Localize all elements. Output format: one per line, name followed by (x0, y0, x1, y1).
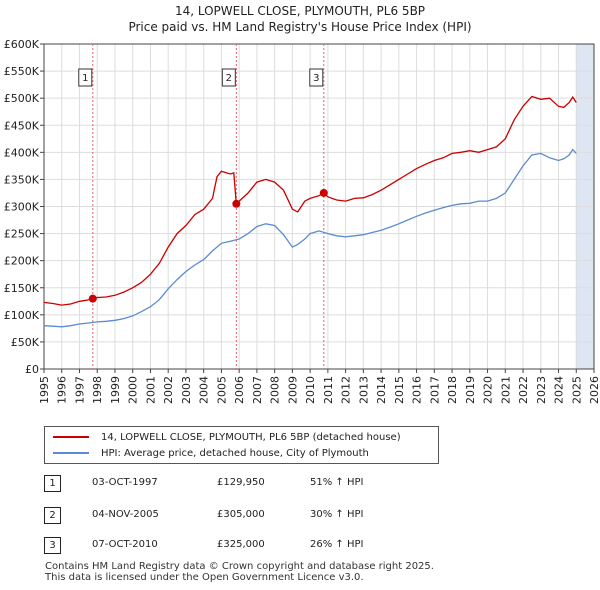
sale-marker-dot (88, 294, 97, 303)
transaction-hpi-change: 51% ↑ HPI (310, 477, 364, 488)
transaction-hpi-change: 26% ↑ HPI (310, 539, 364, 550)
x-tick-label: 2000 (127, 376, 140, 404)
y-tick-label: £400K (4, 146, 40, 159)
x-tick-label: 2006 (233, 376, 246, 404)
x-tick-label: 2021 (499, 376, 512, 404)
sale-marker-number: 2 (226, 73, 232, 84)
legend: 14, LOPWELL CLOSE, PLYMOUTH, PL6 5BP (de… (44, 426, 439, 464)
hpi-series-line (43, 148, 577, 328)
sale-marker-labels: 1 2 3 (78, 68, 324, 87)
y-tick-label: £450K (4, 119, 40, 132)
transaction-date: 07-OCT-2010 (92, 539, 158, 550)
x-tick-label: 2020 (482, 376, 495, 404)
price-chart: 1 2 3 £0 £50K £100K £150K £200K £250K £300K £350K… (4, 38, 600, 404)
x-tick-label: 2004 (198, 376, 211, 404)
sale-marker-box (78, 68, 93, 87)
sale-marker-box (221, 68, 236, 87)
x-tick-label: 2022 (517, 376, 530, 404)
legend-swatch-hpi (53, 452, 89, 454)
sale-marker-number: 3 (313, 73, 319, 84)
x-tick-label: 2019 (464, 376, 477, 404)
x-tick-label: 1999 (109, 376, 122, 404)
y-tick-label: £350K (4, 173, 40, 186)
y-tick-label: £250K (4, 228, 40, 241)
transaction-number: 1 (44, 475, 61, 492)
x-tick-label: 1997 (73, 376, 86, 404)
x-tick-label: 2002 (162, 376, 175, 404)
x-tick-label: 2003 (180, 376, 193, 404)
transaction-number: 3 (44, 537, 61, 554)
transaction-price: £325,000 (217, 539, 265, 550)
footer-licence: This data is licensed under the Open Gov… (45, 572, 364, 583)
y-tick-label: £200K (4, 255, 40, 268)
x-tick-label: 2017 (428, 376, 441, 404)
sale-marker-dot (232, 199, 241, 208)
x-tick-label: 1996 (56, 376, 69, 404)
x-tick-label: 2011 (322, 376, 335, 404)
y-axis-ticks: £0 £50K £100K £150K £200K £250K £300K £350K £400… (4, 38, 44, 376)
footer-copyright: Contains HM Land Registry data © Crown c… (45, 561, 434, 572)
legend-label-property: 14, LOPWELL CLOSE, PLYMOUTH, PL6 5BP (de… (101, 431, 401, 443)
property-series-line (43, 95, 577, 306)
x-tick-label: 2008 (269, 376, 282, 404)
y-tick-label: £0 (25, 363, 39, 376)
legend-item-property: 14, LOPWELL CLOSE, PLYMOUTH, PL6 5BP (de… (45, 429, 401, 445)
y-tick-label: £150K (4, 282, 40, 295)
x-tick-label: 2010 (304, 376, 317, 404)
x-tick-label: 1998 (91, 376, 104, 404)
x-tick-label: 2013 (357, 376, 370, 404)
transaction-price: £305,000 (217, 509, 265, 520)
sale-marker-number: 1 (82, 73, 88, 84)
x-tick-label: 2023 (535, 376, 548, 404)
sale-marker-box (309, 68, 324, 87)
x-axis-ticks: 1995 1996 1997 1998 1999 2000 2001 2002 2003 2004… (38, 369, 600, 404)
x-tick-label: 2001 (144, 376, 157, 404)
chart-subtitle: Price paid vs. HM Land Registry's House … (128, 20, 472, 34)
x-tick-label: 2016 (411, 376, 424, 404)
x-tick-label: 2005 (215, 376, 228, 404)
x-tick-label: 2025 (570, 376, 583, 404)
transaction-price: £129,950 (217, 477, 265, 488)
legend-swatch-property (53, 436, 89, 438)
x-tick-label: 2014 (375, 376, 388, 404)
transaction-hpi-change: 30% ↑ HPI (310, 509, 364, 520)
x-tick-label: 2026 (588, 376, 600, 404)
x-tick-label: 2012 (340, 376, 353, 404)
transaction-date: 03-OCT-1997 (92, 477, 158, 488)
grid-lines (43, 43, 595, 370)
sale-marker-dot (319, 188, 328, 197)
x-tick-label: 2009 (286, 376, 299, 404)
y-tick-label: £50K (11, 336, 40, 349)
sale-marker-dots (88, 188, 328, 303)
chart-title: 14, LOPWELL CLOSE, PLYMOUTH, PL6 5BP (174, 4, 426, 18)
x-tick-label: 2024 (553, 376, 566, 404)
x-tick-label: 2015 (393, 376, 406, 404)
y-tick-label: £550K (4, 65, 40, 78)
x-tick-label: 1995 (38, 376, 51, 404)
y-tick-label: £600K (4, 38, 40, 51)
legend-item-hpi: HPI: Average price, detached house, City… (45, 445, 369, 461)
x-tick-label: 2018 (446, 376, 459, 404)
x-tick-label: 2007 (251, 376, 264, 404)
transaction-number: 2 (44, 507, 61, 524)
y-tick-label: £500K (4, 92, 40, 105)
transaction-date: 04-NOV-2005 (92, 509, 159, 520)
y-tick-label: £300K (4, 201, 40, 214)
legend-label-hpi: HPI: Average price, detached house, City… (101, 447, 369, 459)
y-tick-label: £100K (4, 309, 40, 322)
